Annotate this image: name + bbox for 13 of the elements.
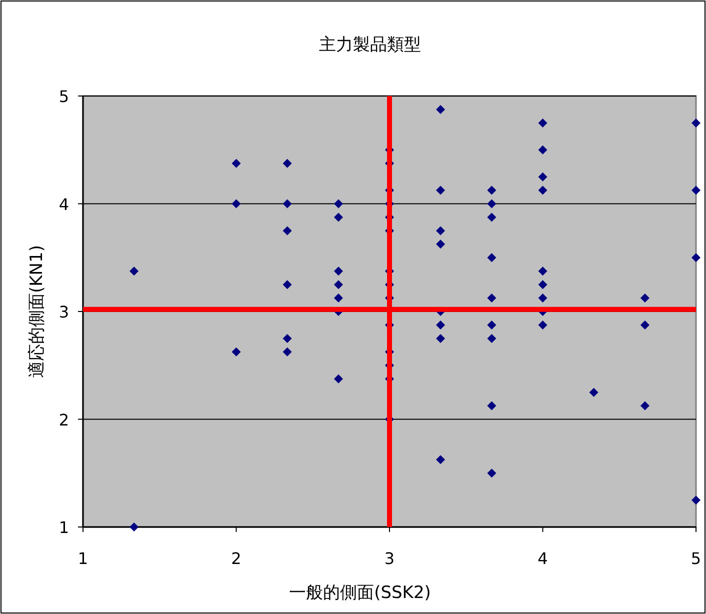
chart-title: 主力製品類型	[319, 35, 421, 55]
x-axis-title: 一般的側面(SSK2)	[289, 583, 431, 603]
y-tick-label: 3	[58, 302, 69, 322]
x-tick-label: 2	[231, 549, 242, 568]
y-axis-title: 適応的側面(KN1)	[27, 245, 47, 378]
x-tick-label: 3	[384, 549, 395, 568]
x-tick-label: 1	[78, 549, 88, 568]
x-tick-label: 5	[690, 549, 702, 568]
y-tick-label: 4	[58, 194, 69, 214]
y-tick-label: 5	[58, 87, 69, 106]
y-tick-label: 1	[58, 518, 69, 537]
y-tick-label: 2	[58, 410, 69, 430]
x-tick-label: 4	[538, 549, 548, 568]
